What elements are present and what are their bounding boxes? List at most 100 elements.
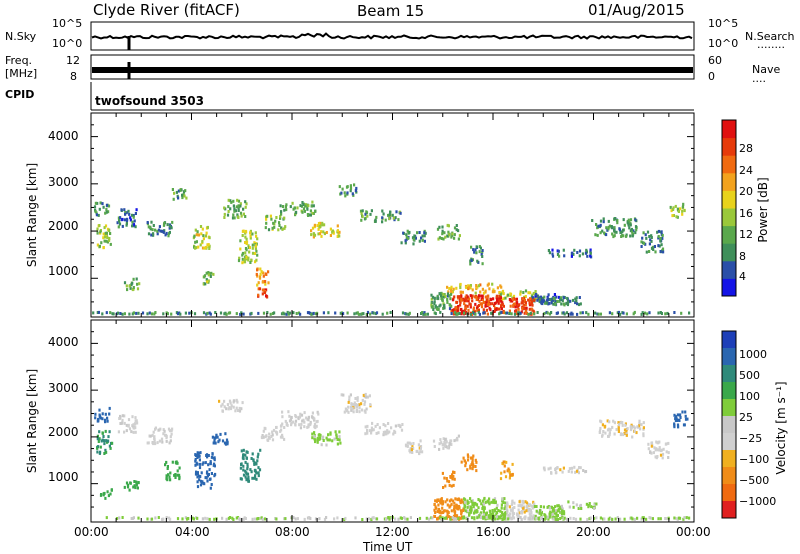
data-cell bbox=[624, 423, 627, 427]
data-cell bbox=[95, 213, 98, 217]
data-cell bbox=[353, 312, 356, 316]
data-cell bbox=[164, 463, 167, 467]
data-cell bbox=[316, 438, 319, 442]
data-cell bbox=[96, 437, 99, 441]
data-cell bbox=[289, 205, 292, 209]
data-cell bbox=[436, 227, 440, 231]
data-cell bbox=[455, 503, 458, 507]
data-cell bbox=[469, 284, 472, 287]
data-cell bbox=[638, 422, 641, 426]
velocity-colorbar-segment bbox=[722, 331, 736, 349]
data-cell bbox=[347, 405, 350, 409]
data-cell bbox=[474, 302, 477, 306]
data-cell bbox=[548, 301, 551, 305]
data-cell bbox=[150, 517, 154, 521]
data-cell bbox=[132, 223, 135, 227]
data-cell bbox=[472, 310, 475, 314]
data-cell bbox=[209, 477, 212, 481]
data-cell bbox=[659, 239, 662, 243]
data-cell bbox=[446, 223, 449, 227]
data-cell bbox=[684, 417, 688, 421]
data-cell bbox=[309, 420, 312, 424]
data-cell bbox=[590, 505, 593, 509]
data-cell bbox=[599, 219, 603, 223]
data-cell bbox=[526, 312, 529, 315]
data-cell bbox=[485, 300, 488, 304]
data-cell bbox=[294, 517, 297, 521]
data-cell bbox=[608, 433, 611, 437]
data-cell bbox=[573, 248, 576, 252]
data-cell bbox=[128, 212, 131, 216]
data-cell bbox=[202, 311, 206, 315]
data-cell bbox=[528, 301, 531, 305]
data-cell bbox=[443, 509, 446, 513]
data-cell bbox=[547, 293, 550, 297]
data-cell bbox=[464, 461, 467, 465]
data-cell bbox=[490, 298, 493, 302]
data-cell bbox=[434, 511, 437, 514]
data-cell bbox=[483, 506, 486, 510]
data-cell bbox=[233, 207, 236, 211]
data-cell bbox=[469, 262, 472, 266]
data-cell bbox=[354, 516, 357, 520]
x-tick-6: 00:00 bbox=[676, 525, 711, 539]
data-cell bbox=[311, 226, 315, 230]
data-cell bbox=[676, 423, 680, 427]
data-cell bbox=[184, 189, 187, 193]
data-cell bbox=[554, 299, 557, 303]
data-cell bbox=[307, 418, 310, 422]
data-cell bbox=[665, 442, 668, 446]
data-cell bbox=[482, 502, 485, 506]
data-cell bbox=[451, 473, 454, 477]
data-cell bbox=[459, 303, 462, 307]
data-cell bbox=[535, 505, 538, 508]
data-cell bbox=[682, 517, 685, 521]
data-cell bbox=[423, 311, 426, 315]
data-cell bbox=[461, 500, 464, 504]
data-cell bbox=[449, 303, 452, 307]
velocity-bar-tick-m25: −25 bbox=[739, 432, 763, 445]
data-cell bbox=[290, 416, 293, 419]
x-tick-4: 16:00 bbox=[476, 525, 511, 539]
data-cell bbox=[460, 460, 463, 464]
noise-panel bbox=[90, 21, 695, 51]
data-cell bbox=[527, 312, 530, 316]
data-cell bbox=[123, 281, 127, 285]
data-cell bbox=[242, 448, 245, 452]
data-cell bbox=[684, 414, 687, 418]
power-y-tick-1000: 1000 bbox=[48, 264, 79, 278]
data-cell bbox=[129, 481, 132, 485]
data-cell bbox=[406, 517, 409, 521]
data-cell bbox=[460, 298, 463, 302]
data-cell bbox=[544, 301, 547, 305]
data-cell bbox=[371, 421, 374, 425]
data-cell bbox=[515, 309, 518, 313]
velocity-colorbar bbox=[721, 330, 737, 519]
data-cell bbox=[262, 271, 265, 275]
data-cell bbox=[265, 288, 268, 292]
data-cell bbox=[623, 223, 626, 227]
data-cell bbox=[561, 507, 564, 511]
data-cell bbox=[338, 234, 341, 238]
data-cell bbox=[406, 441, 409, 445]
data-cell bbox=[443, 444, 446, 448]
data-cell bbox=[455, 514, 459, 518]
data-cell bbox=[168, 475, 171, 479]
nsky-label: N.Sky bbox=[5, 30, 37, 43]
data-cell bbox=[194, 463, 197, 467]
data-cell bbox=[524, 289, 528, 293]
data-cell bbox=[627, 218, 630, 222]
data-cell bbox=[385, 431, 388, 434]
data-cell bbox=[559, 468, 562, 472]
data-cell bbox=[523, 510, 526, 514]
data-cell bbox=[131, 415, 134, 419]
data-cell bbox=[608, 224, 611, 228]
data-cell bbox=[170, 432, 173, 436]
data-cell bbox=[523, 307, 526, 310]
data-cell bbox=[556, 300, 559, 303]
data-cell bbox=[439, 310, 442, 314]
data-cell bbox=[547, 467, 550, 471]
data-cell bbox=[137, 516, 140, 520]
data-cell bbox=[360, 218, 363, 222]
data-cell bbox=[520, 301, 523, 305]
